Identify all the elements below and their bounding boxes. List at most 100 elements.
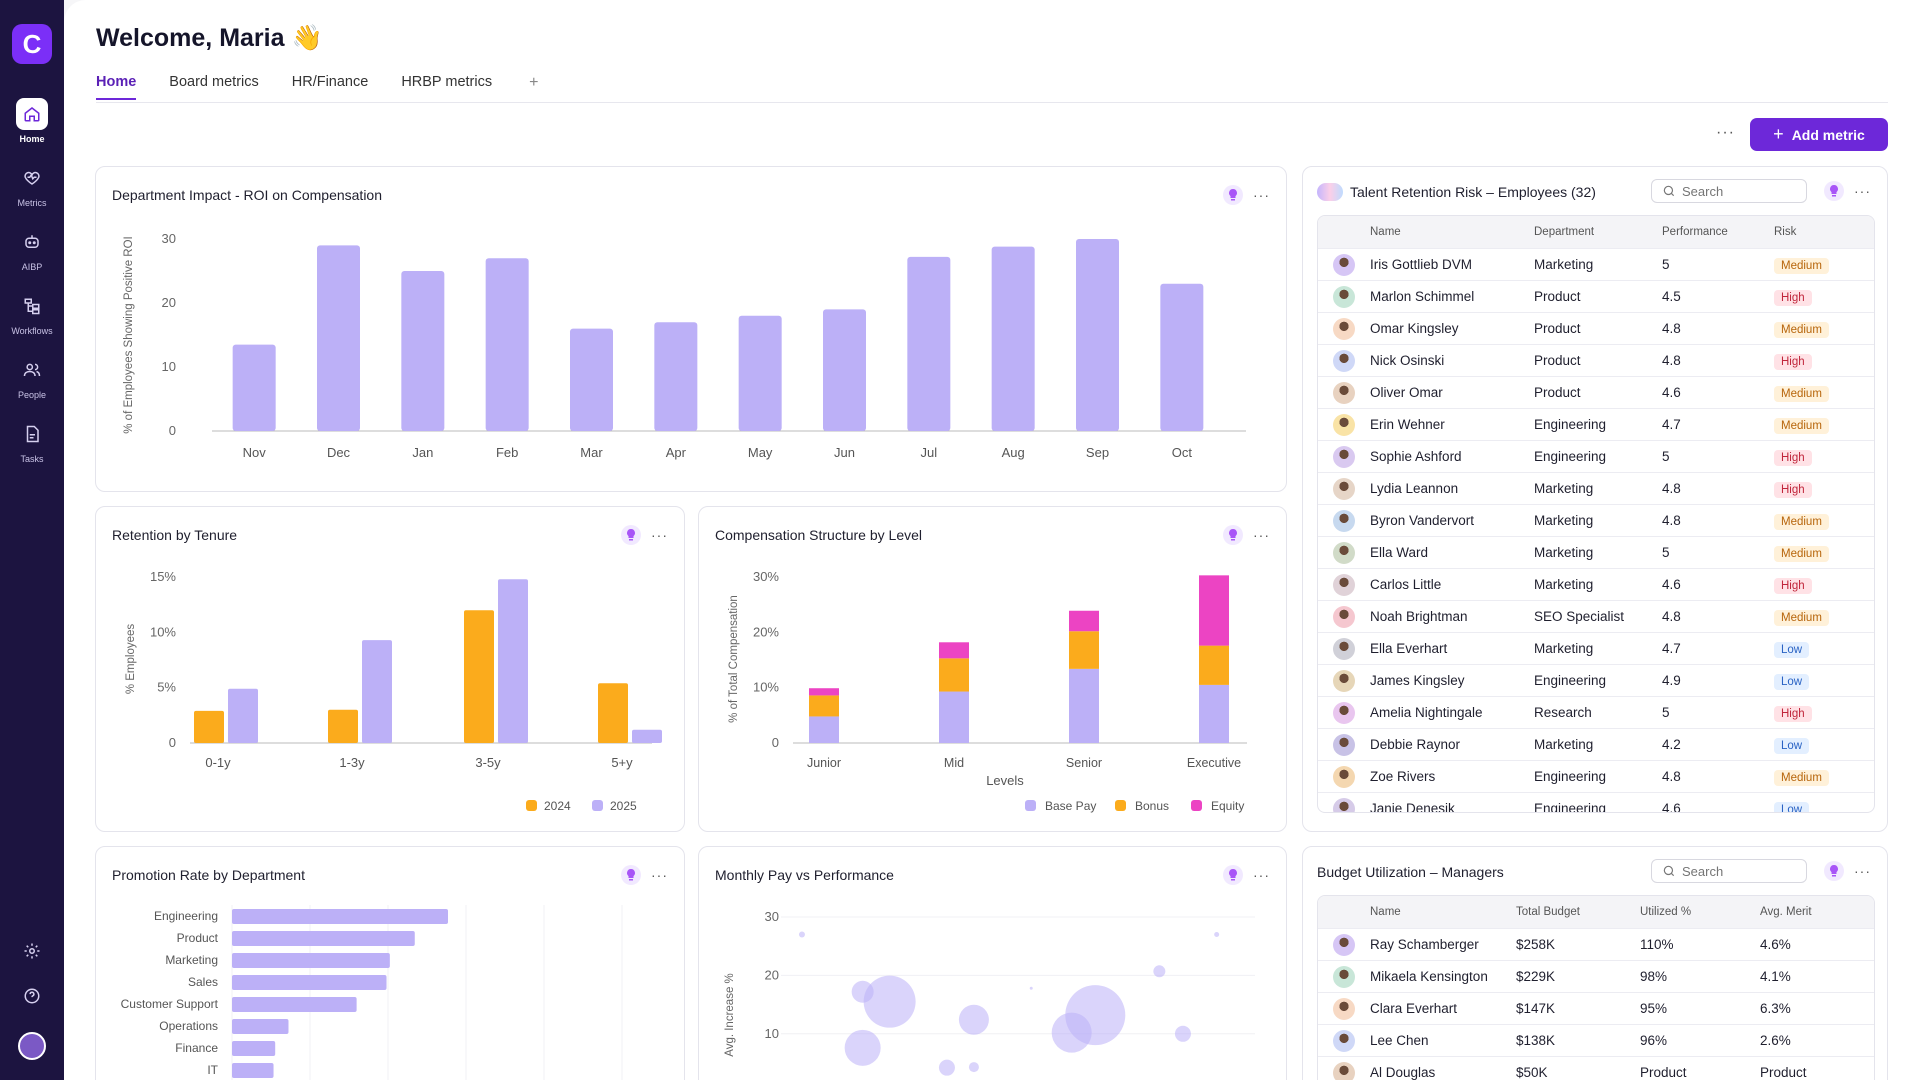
column-header[interactable]: Performance bbox=[1662, 226, 1728, 238]
tab-board-metrics[interactable]: Board metrics bbox=[169, 74, 259, 90]
lightbulb-icon[interactable] bbox=[1223, 865, 1243, 885]
card-more-button[interactable]: ··· bbox=[651, 527, 668, 543]
table-cell: Debbie Raynor bbox=[1370, 737, 1461, 752]
bar bbox=[598, 683, 628, 743]
user-avatar[interactable] bbox=[18, 1032, 46, 1060]
risk-badge: Medium bbox=[1774, 386, 1829, 402]
tab-hrbp-metrics[interactable]: HRBP metrics bbox=[401, 74, 493, 90]
lightbulb-icon[interactable] bbox=[1223, 185, 1243, 205]
table-row[interactable]: Ella Ward Marketing 5 Medium bbox=[1318, 536, 1874, 568]
table-cell: Engineering bbox=[1534, 769, 1607, 784]
table-cell: Product bbox=[1534, 289, 1581, 304]
promo-card: Promotion Rate by Department ··· Enginee… bbox=[95, 846, 685, 1080]
budget-search[interactable] bbox=[1651, 859, 1807, 883]
column-header[interactable]: Utilized % bbox=[1640, 906, 1692, 918]
column-header[interactable]: Total Budget bbox=[1516, 906, 1580, 918]
table-row[interactable]: Noah Brightman SEO Specialist 4.8 Medium bbox=[1318, 600, 1874, 632]
app-logo[interactable]: C bbox=[12, 24, 52, 64]
table-row[interactable]: Byron Vandervort Marketing 4.8 Medium bbox=[1318, 504, 1874, 536]
nav-workflows[interactable]: Workflows bbox=[4, 290, 60, 336]
gear-icon[interactable] bbox=[23, 942, 41, 965]
table-cell: 96% bbox=[1640, 1033, 1668, 1048]
table-header: Name Department Performance Risk bbox=[1318, 216, 1874, 248]
avatar-cell bbox=[1318, 349, 1370, 372]
table-row[interactable]: Sophie Ashford Engineering 5 High bbox=[1318, 440, 1874, 472]
avatar bbox=[1333, 637, 1355, 660]
table-row[interactable]: Mikaela Kensington $229K 98% 4.1% bbox=[1318, 960, 1874, 992]
table-row[interactable]: Ray Schamberger $258K 110% 4.6% bbox=[1318, 928, 1874, 960]
table-row[interactable]: Clara Everhart $147K 95% 6.3% bbox=[1318, 992, 1874, 1024]
table-row[interactable]: James Kingsley Engineering 4.9 Low bbox=[1318, 664, 1874, 696]
column-header[interactable]: Department bbox=[1534, 226, 1595, 238]
card-more-button[interactable]: ··· bbox=[1253, 867, 1270, 883]
table-row[interactable]: Amelia Nightingale Research 5 High bbox=[1318, 696, 1874, 728]
tab-hr-finance[interactable]: HR/Finance bbox=[291, 74, 369, 90]
card-more-button[interactable]: ··· bbox=[1253, 187, 1270, 203]
risk-cell: High bbox=[1774, 481, 1874, 498]
table-row[interactable]: Iris Gottlieb DVM Marketing 5 Medium bbox=[1318, 248, 1874, 280]
add-metric-button[interactable]: + Add metric bbox=[1750, 118, 1888, 151]
lightbulb-icon[interactable] bbox=[1824, 181, 1844, 201]
table-row[interactable]: Nick Osinski Product 4.8 High bbox=[1318, 344, 1874, 376]
risk-badge: Medium bbox=[1774, 546, 1829, 562]
legend-swatch bbox=[526, 800, 537, 811]
risk-cell: Medium bbox=[1774, 545, 1874, 562]
table-row[interactable]: Zoe Rivers Engineering 4.8 Medium bbox=[1318, 760, 1874, 792]
risk-cell: Medium bbox=[1774, 609, 1874, 626]
tab-home[interactable]: Home bbox=[96, 74, 137, 100]
table-row[interactable]: Erin Wehner Engineering 4.7 Medium bbox=[1318, 408, 1874, 440]
legend-swatch bbox=[1025, 800, 1036, 811]
retention-search-input[interactable] bbox=[1682, 183, 1792, 199]
table-row[interactable]: Ella Everhart Marketing 4.7 Low bbox=[1318, 632, 1874, 664]
lightbulb-icon[interactable] bbox=[1824, 861, 1844, 881]
card-more-button[interactable]: ··· bbox=[1854, 863, 1871, 879]
nav-tasks[interactable]: Tasks bbox=[4, 418, 60, 464]
scatter-point bbox=[1029, 986, 1033, 990]
y-tick-label: Marketing bbox=[165, 953, 218, 967]
legend-label: 2025 bbox=[610, 799, 637, 813]
column-header[interactable]: Avg. Merit bbox=[1760, 906, 1812, 918]
table-cell: Marketing bbox=[1534, 641, 1594, 656]
y-tick-label: 0 bbox=[169, 735, 176, 750]
budget-search-input[interactable] bbox=[1682, 863, 1792, 879]
table-row[interactable]: Janie Denesik Engineering 4.6 Low bbox=[1318, 792, 1874, 812]
risk-cell: Medium bbox=[1774, 385, 1874, 402]
table-row[interactable]: Omar Kingsley Product 4.8 Medium bbox=[1318, 312, 1874, 344]
risk-badge: Low bbox=[1774, 802, 1810, 812]
card-more-button[interactable]: ··· bbox=[1854, 183, 1871, 199]
lightbulb-icon[interactable] bbox=[621, 865, 641, 885]
table-cell: Clara Everhart bbox=[1370, 1001, 1458, 1016]
table-row[interactable]: Al Douglas $50K Product Product bbox=[1318, 1056, 1874, 1080]
heart-pulse-icon bbox=[16, 162, 48, 194]
more-options-button[interactable]: ··· bbox=[1716, 124, 1735, 141]
nav-metrics[interactable]: Metrics bbox=[4, 162, 60, 208]
table-row[interactable]: Carlos Little Marketing 4.6 High bbox=[1318, 568, 1874, 600]
table-row[interactable]: Lee Chen $138K 96% 2.6% bbox=[1318, 1024, 1874, 1056]
risk-cell: High bbox=[1774, 449, 1874, 466]
table-row[interactable]: Marlon Schimmel Product 4.5 High bbox=[1318, 280, 1874, 312]
table-row[interactable]: Lydia Leannon Marketing 4.8 High bbox=[1318, 472, 1874, 504]
add-tab-button[interactable]: + bbox=[529, 74, 539, 91]
avatar bbox=[1333, 997, 1355, 1020]
column-header[interactable]: Name bbox=[1370, 906, 1401, 918]
lightbulb-icon[interactable] bbox=[1223, 525, 1243, 545]
nav-home[interactable]: Home bbox=[4, 98, 60, 144]
avatar-cell bbox=[1318, 605, 1370, 628]
bar bbox=[232, 975, 387, 990]
help-icon[interactable] bbox=[23, 987, 41, 1010]
column-header[interactable]: Risk bbox=[1774, 226, 1797, 238]
card-more-button[interactable]: ··· bbox=[651, 867, 668, 883]
robot-icon bbox=[16, 226, 48, 258]
column-header[interactable]: Name bbox=[1370, 226, 1401, 238]
nav-aibp[interactable]: AIBP bbox=[4, 226, 60, 272]
card-more-button[interactable]: ··· bbox=[1253, 527, 1270, 543]
retention-search[interactable] bbox=[1651, 179, 1807, 203]
y-tick-label: 0 bbox=[772, 735, 779, 750]
nav-people[interactable]: People bbox=[4, 354, 60, 400]
legend-label: Base Pay bbox=[1045, 799, 1096, 813]
table-row[interactable]: Debbie Raynor Marketing 4.2 Low bbox=[1318, 728, 1874, 760]
table-row[interactable]: Oliver Omar Product 4.6 Medium bbox=[1318, 376, 1874, 408]
bar bbox=[194, 710, 224, 743]
legend-label: 2024 bbox=[544, 799, 571, 813]
lightbulb-icon[interactable] bbox=[621, 525, 641, 545]
